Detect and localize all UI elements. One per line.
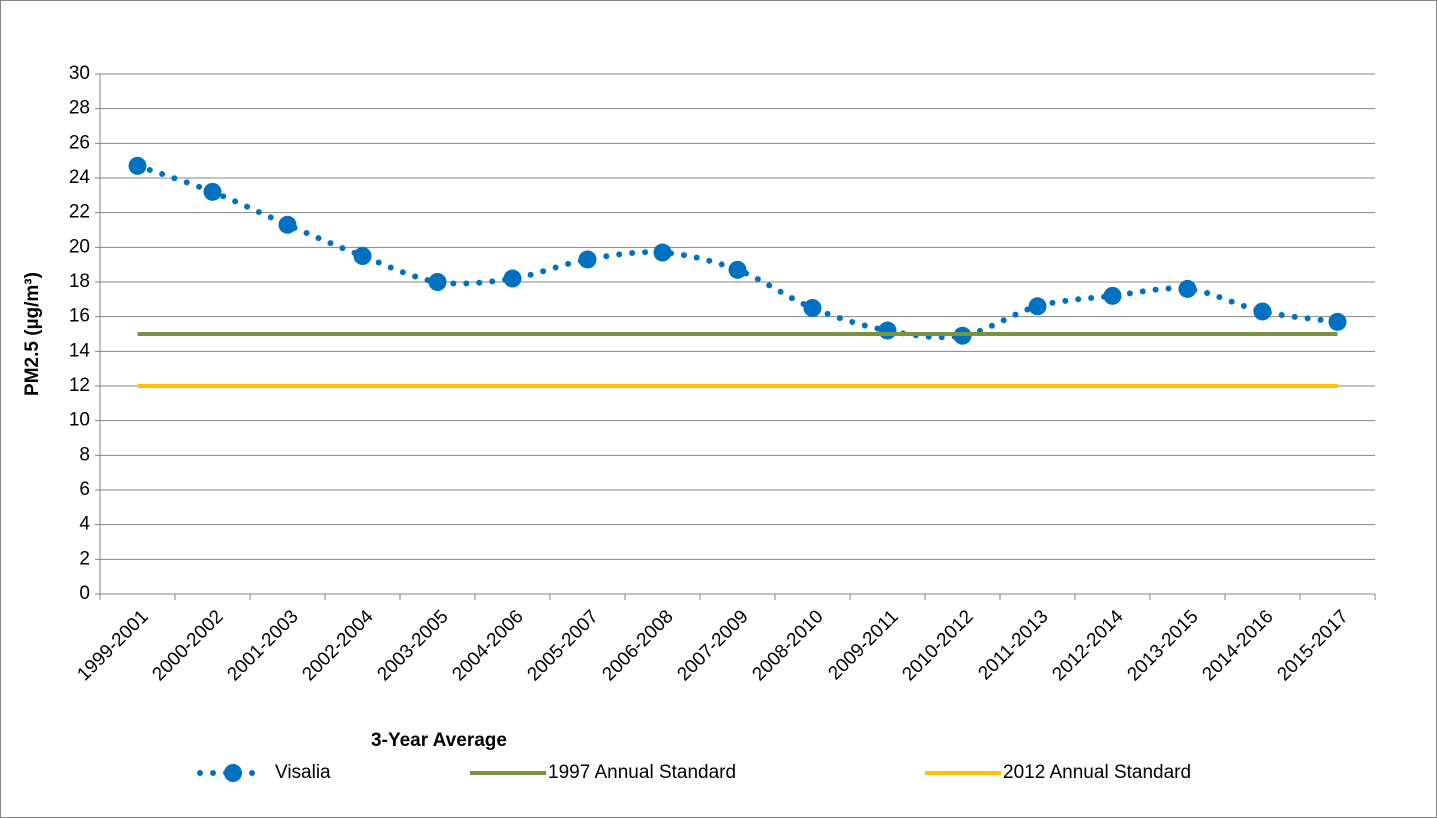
legend-label: Visalia (275, 762, 331, 783)
data-point (1328, 312, 1347, 331)
legend-label: 1997 Annual Standard (548, 762, 736, 783)
y-tick-label: 4 (79, 514, 90, 535)
data-point (428, 273, 447, 291)
y-tick-label: 6 (79, 479, 90, 500)
y-tick-label: 16 (69, 306, 90, 327)
data-point (578, 250, 597, 269)
y-tick-label: 20 (69, 236, 90, 257)
y-tick-label: 30 (69, 63, 90, 84)
y-tick-label: 24 (69, 167, 91, 188)
data-point (803, 299, 822, 317)
data-point (728, 260, 747, 279)
y-tick-label: 14 (69, 340, 91, 361)
data-point (128, 156, 147, 175)
y-tick-label: 18 (69, 271, 90, 292)
legend-label: 2012 Annual Standard (1003, 762, 1191, 783)
data-point (203, 182, 222, 201)
data-point (1028, 297, 1047, 316)
y-tick-label: 22 (69, 202, 90, 223)
y-tick-label: 28 (69, 98, 90, 119)
y-tick-label: 0 (79, 583, 90, 604)
data-line (134, 162, 1341, 341)
data-point (1178, 279, 1197, 298)
data-point (1253, 302, 1272, 321)
data-point (653, 243, 672, 262)
y-axis-title: PM2.5 (µg/m³) (22, 272, 43, 396)
data-point (1103, 286, 1122, 305)
y-tick-label: 26 (69, 132, 90, 153)
y-tick-label: 10 (69, 410, 90, 431)
legend-swatch (224, 764, 242, 782)
x-axis-title: 3-Year Average (371, 730, 507, 751)
data-point (278, 215, 297, 234)
y-tick-label: 2 (79, 548, 90, 569)
y-tick-label: 12 (69, 375, 90, 396)
data-point (353, 247, 372, 265)
y-tick-label: 8 (79, 444, 90, 465)
data-point (503, 269, 522, 288)
data-point (878, 321, 897, 340)
